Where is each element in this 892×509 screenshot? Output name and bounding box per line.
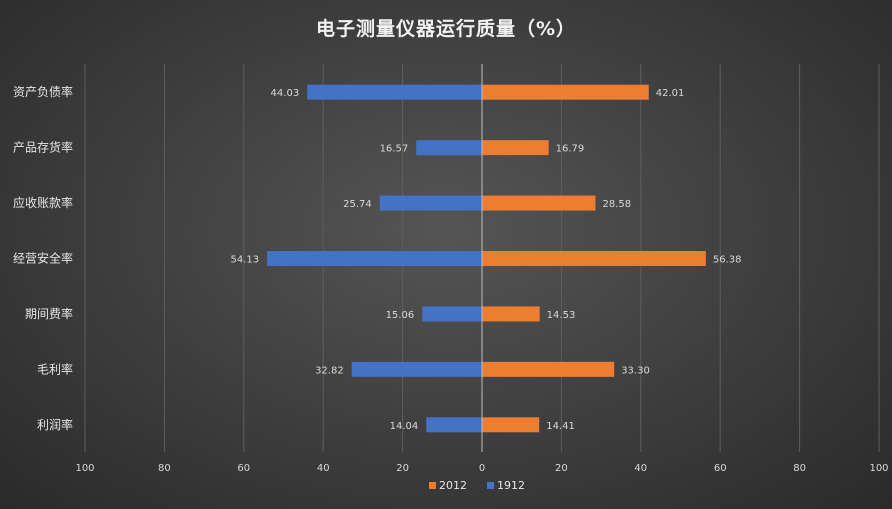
bar-1912 [307,84,482,100]
bar-2012 [482,84,649,100]
category-label: 毛利率 [37,361,73,376]
x-tick-label: 60 [237,463,250,474]
data-label-2012: 56.38 [713,255,742,266]
bar-2012 [482,140,549,156]
x-tick-label: 60 [714,463,727,474]
category-label: 期间费率 [25,306,73,321]
category-label: 资产负债率 [13,84,73,99]
category-label: 产品存货率 [13,140,73,155]
legend-swatch-2012 [429,482,436,489]
data-label-1912: 14.04 [390,421,419,432]
data-label-2012: 14.53 [547,310,576,321]
x-tick-label: 0 [479,463,485,474]
bar-2012 [482,306,540,322]
x-tick-label: 80 [793,463,806,474]
legend-label-2012: 2012 [439,479,467,492]
bar-1912 [416,140,482,156]
category-label: 利润率 [37,417,73,432]
x-tick-label: 20 [555,463,568,474]
x-tick-label: 20 [396,463,409,474]
x-tick-label: 80 [158,463,171,474]
bar-1912 [379,195,482,211]
data-label-2012: 28.58 [602,199,631,210]
x-tick-label: 100 [75,463,94,474]
bar-2012 [482,195,596,211]
x-tick-label: 40 [317,463,330,474]
bar-2012 [482,361,615,377]
bar-1912 [422,306,482,322]
data-label-2012: 33.30 [621,365,650,376]
bar-1912 [426,417,482,433]
category-label: 应收账款率 [13,195,73,210]
category-label: 经营安全率 [13,251,73,266]
legend-label-1912: 1912 [497,479,525,492]
x-tick-label: 40 [634,463,647,474]
bar-1912 [351,361,482,377]
x-tick-label: 100 [869,463,888,474]
bar-2012 [482,417,540,433]
legend-swatch-1912 [487,482,494,489]
data-label-1912: 25.74 [343,199,372,210]
data-label-2012: 16.79 [556,144,585,155]
data-label-1912: 54.13 [230,255,259,266]
data-label-1912: 44.03 [271,88,300,99]
data-label-2012: 14.41 [546,421,575,432]
data-label-2012: 42.01 [656,88,685,99]
chart-title: 电子测量仪器运行质量（%） [315,18,577,40]
data-label-1912: 16.57 [380,144,409,155]
bar-1912 [267,251,482,266]
bar-2012 [482,251,706,266]
data-label-1912: 32.82 [315,365,344,376]
data-label-1912: 15.06 [386,310,415,321]
